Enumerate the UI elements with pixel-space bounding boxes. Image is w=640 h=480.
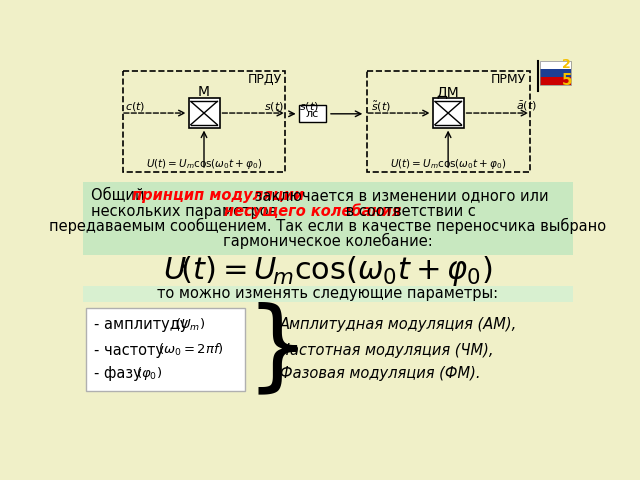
Text: ПРМУ: ПРМУ bbox=[491, 72, 527, 85]
Text: Частотная модуляция (ЧМ),: Частотная модуляция (ЧМ), bbox=[280, 343, 493, 358]
Polygon shape bbox=[298, 105, 326, 122]
Text: - фазу: - фазу bbox=[94, 366, 147, 381]
Text: $\bar{a}(t)$: $\bar{a}(t)$ bbox=[516, 99, 536, 113]
Text: ПРДУ: ПРДУ bbox=[248, 72, 282, 85]
Polygon shape bbox=[83, 182, 573, 255]
Polygon shape bbox=[189, 98, 220, 128]
Text: Амплитудная модуляция (АМ),: Амплитудная модуляция (АМ), bbox=[280, 317, 517, 332]
Text: 2: 2 bbox=[563, 58, 571, 71]
Text: ДМ: ДМ bbox=[436, 85, 460, 99]
Text: $U(t)=U_m\cos(\omega_0 t+\varphi_0)$: $U(t)=U_m\cos(\omega_0 t+\varphi_0)$ bbox=[390, 157, 506, 171]
Text: }: } bbox=[246, 301, 310, 398]
Text: гармоническое колебание:: гармоническое колебание: bbox=[223, 233, 433, 249]
Text: то можно изменять следующие параметры:: то можно изменять следующие параметры: bbox=[157, 287, 499, 301]
Text: в соответствии с: в соответствии с bbox=[341, 204, 476, 219]
Polygon shape bbox=[83, 286, 573, 302]
Text: - частоту: - частоту bbox=[94, 343, 173, 358]
Text: - амплитуду: - амплитуду bbox=[94, 317, 193, 332]
Text: $U\!\left(t\right)=U_{\!m}\cos\!\left(\omega_0 t+\varphi_0\right)$: $U\!\left(t\right)=U_{\!m}\cos\!\left(\o… bbox=[163, 254, 493, 288]
Polygon shape bbox=[540, 77, 571, 85]
Text: принцип модуляции: принцип модуляции bbox=[132, 188, 304, 203]
Text: $(U_m)$: $(U_m)$ bbox=[175, 317, 205, 333]
Text: несущего колебания: несущего колебания bbox=[224, 204, 401, 219]
Polygon shape bbox=[86, 308, 245, 391]
Text: заключается в изменении одного или: заключается в изменении одного или bbox=[250, 188, 549, 203]
Text: М: М bbox=[198, 85, 210, 99]
Text: $(\varphi_0)$: $(\varphi_0)$ bbox=[136, 365, 162, 382]
Polygon shape bbox=[540, 60, 571, 69]
Text: лс: лс bbox=[306, 109, 319, 119]
Text: нескольких параметров: нескольких параметров bbox=[91, 204, 282, 219]
Polygon shape bbox=[433, 98, 463, 128]
Text: $(\omega_0=2\pi f)$: $(\omega_0=2\pi f)$ bbox=[157, 342, 223, 358]
Text: 5: 5 bbox=[561, 73, 572, 88]
Text: $U(t)=U_m\cos(\omega_0 t+\varphi_0)$: $U(t)=U_m\cos(\omega_0 t+\varphi_0)$ bbox=[146, 157, 262, 171]
Polygon shape bbox=[540, 69, 571, 77]
Text: Фазовая модуляция (ФМ).: Фазовая модуляция (ФМ). bbox=[280, 366, 481, 381]
Text: $c(t)$: $c(t)$ bbox=[125, 100, 145, 113]
Text: $s(t)$: $s(t)$ bbox=[264, 100, 284, 113]
Text: Общий: Общий bbox=[91, 188, 149, 203]
Text: передаваемым сообщением. Так если в качестве переносчика выбрано: передаваемым сообщением. Так если в каче… bbox=[49, 218, 607, 234]
Text: $s(t)$: $s(t)$ bbox=[300, 100, 319, 113]
Text: $\tilde{s}(t)$: $\tilde{s}(t)$ bbox=[371, 100, 390, 114]
